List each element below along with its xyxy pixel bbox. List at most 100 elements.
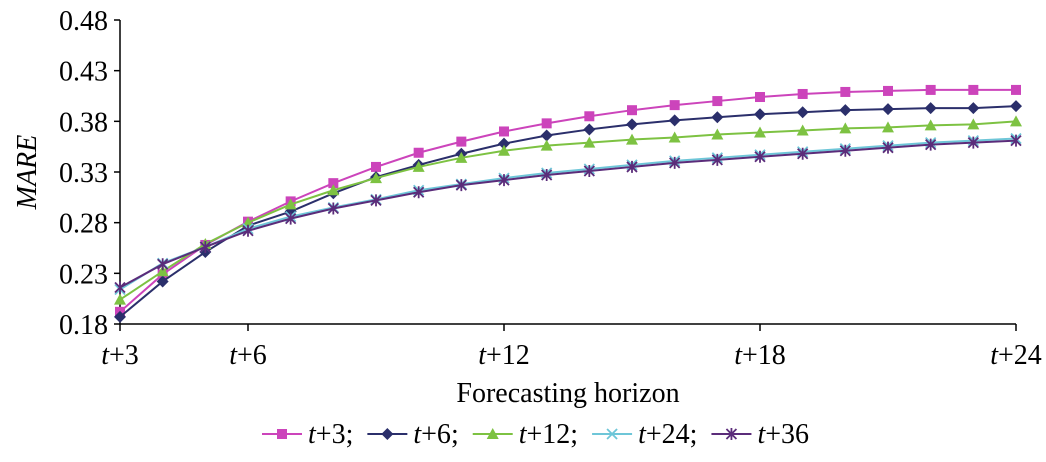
legend-label: t+36 xyxy=(757,419,809,450)
data-point xyxy=(882,141,894,154)
y-tick-label: 0.48 xyxy=(59,6,108,37)
legend-label-suffix: +6 xyxy=(421,419,451,450)
data-point xyxy=(371,161,381,172)
data-point xyxy=(882,103,894,116)
data-point xyxy=(968,84,979,95)
data-point xyxy=(455,151,468,163)
data-point xyxy=(882,121,894,133)
data-point xyxy=(327,184,340,196)
data-point xyxy=(924,102,937,115)
data-point xyxy=(540,129,553,142)
data-point xyxy=(840,86,851,97)
data-point xyxy=(541,169,553,182)
data-point xyxy=(711,111,724,124)
data-point xyxy=(925,84,936,95)
x-tick-label-suffix: +12 xyxy=(486,340,530,371)
data-point xyxy=(156,265,169,277)
data-point xyxy=(967,118,980,130)
data-point xyxy=(583,164,595,177)
legend-marker xyxy=(277,429,287,439)
data-point xyxy=(754,150,766,163)
data-point xyxy=(413,186,425,199)
series-line xyxy=(119,105,1017,318)
legend-label-prefix: t xyxy=(308,419,317,450)
data-point xyxy=(754,108,766,121)
data-point xyxy=(626,118,638,131)
data-point xyxy=(669,156,681,169)
data-point xyxy=(796,124,809,136)
data-point xyxy=(114,281,126,294)
y-tick-label: 0.18 xyxy=(59,310,108,341)
x-axis-title: Forecasting horizon xyxy=(456,378,679,409)
data-point xyxy=(626,133,638,145)
legend-label-sep: ; xyxy=(451,419,459,450)
legend-label-suffix: +36 xyxy=(765,419,809,450)
data-point xyxy=(157,258,169,271)
series-line xyxy=(119,137,1017,291)
x-tick-label-suffix: +18 xyxy=(742,340,786,371)
x-tick-label-suffix: +6 xyxy=(237,340,267,371)
data-point xyxy=(668,114,681,127)
series-plus-6 xyxy=(114,100,1022,323)
x-tick-label-suffix: +24 xyxy=(998,340,1042,371)
data-point xyxy=(499,126,509,137)
data-point xyxy=(711,128,724,140)
data-point xyxy=(1010,115,1022,127)
series-plus-36 xyxy=(114,134,1022,294)
data-point xyxy=(883,85,893,96)
legend-label-prefix: t xyxy=(519,419,528,450)
data-point xyxy=(327,202,339,215)
legend-marker xyxy=(486,428,499,439)
data-point xyxy=(839,104,852,117)
data-point xyxy=(412,160,425,172)
data-point xyxy=(284,198,297,210)
y-axis-title: MARE xyxy=(12,135,43,211)
y-tick-label: 0.38 xyxy=(59,107,108,138)
y-tick-label: 0.33 xyxy=(59,158,108,189)
data-point xyxy=(242,224,254,237)
data-point xyxy=(967,102,980,115)
x-tick-label: t+12 xyxy=(478,340,530,371)
data-point xyxy=(924,119,937,131)
series-line xyxy=(119,139,1017,289)
data-point xyxy=(712,96,723,107)
legend-label-prefix: t xyxy=(757,419,766,450)
series-plus-3 xyxy=(115,84,1021,317)
series-line xyxy=(119,88,1016,313)
x-tick-label: t+3 xyxy=(101,340,139,371)
legend-label-sep: ; xyxy=(690,419,698,450)
data-point xyxy=(925,138,937,151)
data-point xyxy=(1010,134,1022,147)
legend-label-prefix: t xyxy=(638,419,647,450)
legend-item: t+3; xyxy=(262,419,353,450)
data-point xyxy=(796,106,809,119)
y-tick-label: 0.23 xyxy=(59,259,108,290)
data-point xyxy=(285,212,297,225)
legend-label: t+24; xyxy=(638,419,697,450)
legend-item: t+24; xyxy=(592,419,697,450)
series-line xyxy=(119,120,1017,301)
data-point xyxy=(199,240,211,253)
y-tick-label: 0.28 xyxy=(59,209,108,240)
legend: t+3; t+6; t+12; t+24; t+36 xyxy=(262,419,809,450)
legend-marker xyxy=(606,428,618,440)
x-tick-label-prefix: t xyxy=(734,340,743,371)
data-point xyxy=(754,126,766,138)
x-tick-label: t+6 xyxy=(229,340,267,371)
data-point xyxy=(626,160,638,173)
data-point xyxy=(668,131,681,143)
legend-label: t+12; xyxy=(519,419,578,450)
data-point xyxy=(413,147,424,158)
data-point xyxy=(328,178,339,189)
legend-label-sep: ; xyxy=(570,419,578,450)
data-point xyxy=(755,92,765,103)
data-point xyxy=(498,144,510,156)
legend-label-sep: ; xyxy=(346,419,354,450)
legend-label-suffix: +24 xyxy=(646,419,690,450)
data-point xyxy=(1011,84,1021,95)
data-point xyxy=(540,139,553,151)
data-point xyxy=(498,137,510,150)
data-point xyxy=(456,136,467,147)
legend-label: t+3; xyxy=(308,419,353,450)
